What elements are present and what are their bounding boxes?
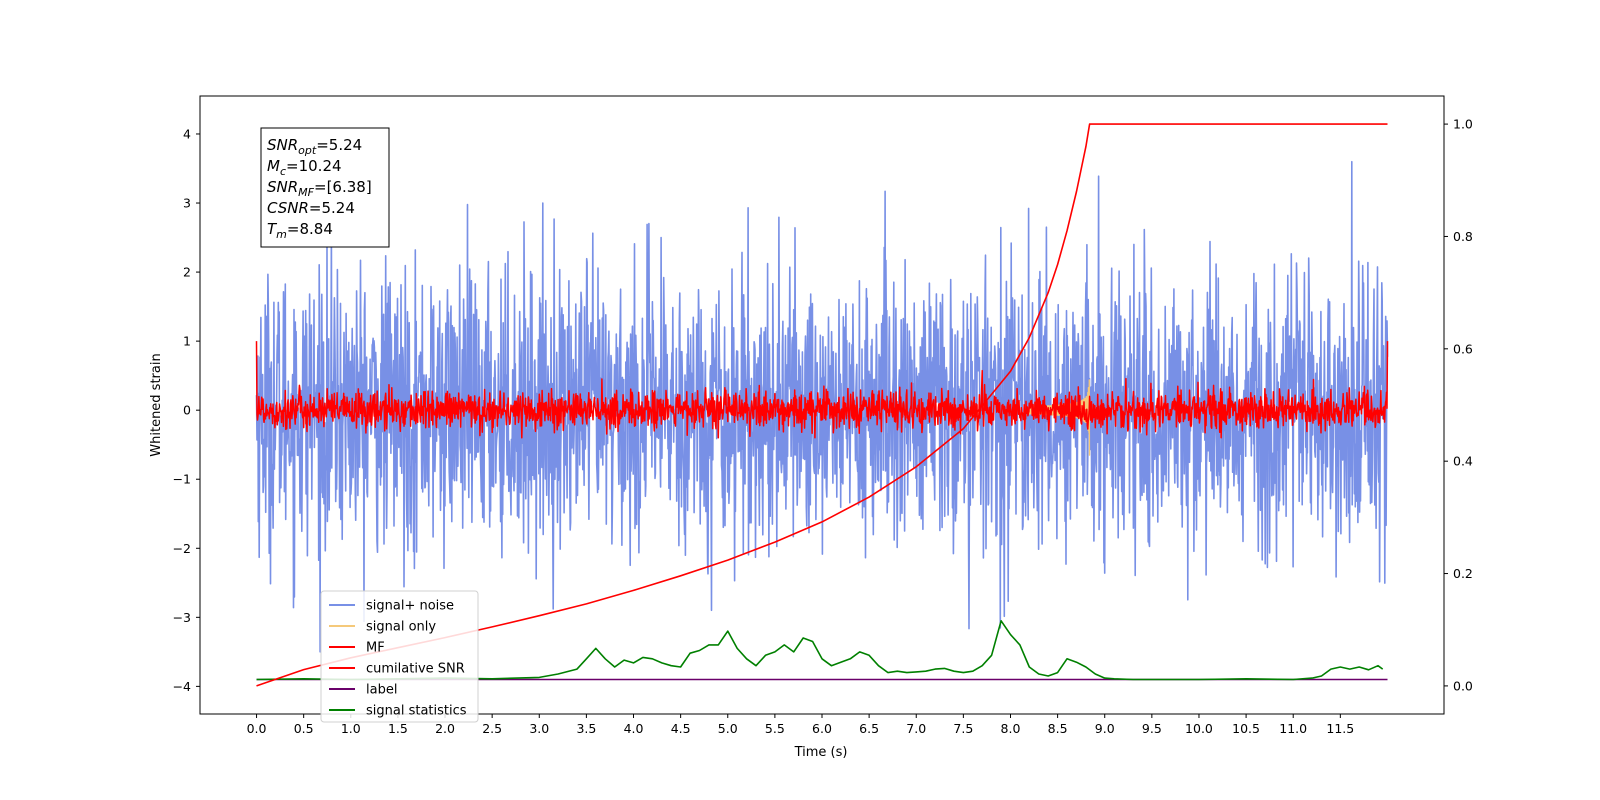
annotation-line: Tm=8.84: [267, 220, 333, 241]
x-tick-label: 0.5: [294, 721, 314, 736]
x-tick-label: 8.0: [1001, 721, 1021, 736]
series-mf: [255, 341, 1389, 439]
y2-tick-label: 0.8: [1453, 229, 1473, 244]
x-tick-label: 9.0: [1095, 721, 1115, 736]
annotation-line: Mc=10.24: [267, 157, 342, 178]
x-tick-label: 0.0: [247, 721, 267, 736]
legend-label: label: [366, 683, 397, 698]
legend: signal+ noise signal only MF cumilative SNR…: [320, 590, 479, 723]
x-tick-label: 2.5: [482, 721, 502, 736]
x-tick-label: 10.5: [1232, 721, 1260, 736]
y2-axis-ticks: 1.0 0.8 0.6 0.4 0.2 0.0: [1444, 117, 1473, 693]
y-tick-label: 4: [183, 126, 191, 141]
legend-label: signal statistics: [366, 704, 467, 719]
x-tick-label: 7.0: [906, 721, 926, 736]
y-tick-label: 1: [183, 334, 191, 349]
x-tick-label: 5.5: [765, 721, 785, 736]
x-tick-label: 6.5: [859, 721, 879, 736]
x-tick-label: 10.0: [1185, 721, 1213, 736]
y-tick-label: −4: [173, 679, 191, 694]
legend-label: signal+ noise: [366, 599, 454, 614]
annotation-line: SNRopt=5.24: [267, 136, 362, 157]
y2-tick-label: 0.6: [1453, 341, 1473, 356]
y2-tick-label: 0.2: [1453, 566, 1473, 581]
x-tick-label: 3.0: [529, 721, 549, 736]
y2-tick-label: 0.4: [1453, 454, 1473, 469]
x-tick-label: 11.5: [1326, 721, 1354, 736]
x-tick-label: 3.5: [576, 721, 596, 736]
x-tick-label: 2.0: [435, 721, 455, 736]
y-tick-label: −1: [173, 472, 191, 487]
annotation-box: SNRopt=5.24Mc=10.24SNRMF=[6.38]CSNR=5.24…: [260, 127, 390, 248]
x-tick-label: 7.5: [953, 721, 973, 736]
legend-label: signal only: [366, 620, 436, 635]
x-tick-label: 5.0: [718, 721, 738, 736]
x-tick-label: 4.5: [671, 721, 691, 736]
y2-tick-label: 1.0: [1453, 117, 1473, 132]
x-tick-label: 4.0: [624, 721, 644, 736]
x-tick-label: 9.5: [1142, 721, 1162, 736]
legend-label: MF: [366, 641, 385, 656]
annotation-line: CSNR=5.24: [267, 199, 355, 217]
annotation-line: SNRMF=[6.38]: [267, 178, 372, 199]
x-tick-label: 6.0: [812, 721, 832, 736]
y-axis-ticks: 4 3 2 1 0 −1 −2 −3 −4: [173, 126, 200, 694]
series-signal-statistics: [256, 619, 1384, 681]
legend-label: cumilative SNR: [366, 662, 465, 677]
y2-tick-label: 0.0: [1453, 678, 1473, 693]
y-axis-label: Whitened strain: [149, 353, 164, 456]
x-axis-label: Time (s): [794, 745, 848, 760]
x-axis-ticks: 0.0 0.5 1.0 1.5 2.0 2.5 3.0 3.5 4.0 4.5 5.0 5.5 6.0 6…: [247, 714, 1354, 736]
y-tick-label: 0: [183, 403, 191, 418]
y-tick-label: 2: [183, 265, 191, 280]
series-signal-noise: [255, 160, 1389, 653]
x-tick-label: 1.5: [388, 721, 408, 736]
x-tick-label: 1.0: [341, 721, 361, 736]
y-tick-label: 3: [183, 196, 191, 211]
x-tick-label: 11.0: [1279, 721, 1307, 736]
y-tick-label: −3: [173, 610, 191, 625]
x-tick-label: 8.5: [1048, 721, 1068, 736]
y-tick-label: −2: [173, 541, 191, 556]
